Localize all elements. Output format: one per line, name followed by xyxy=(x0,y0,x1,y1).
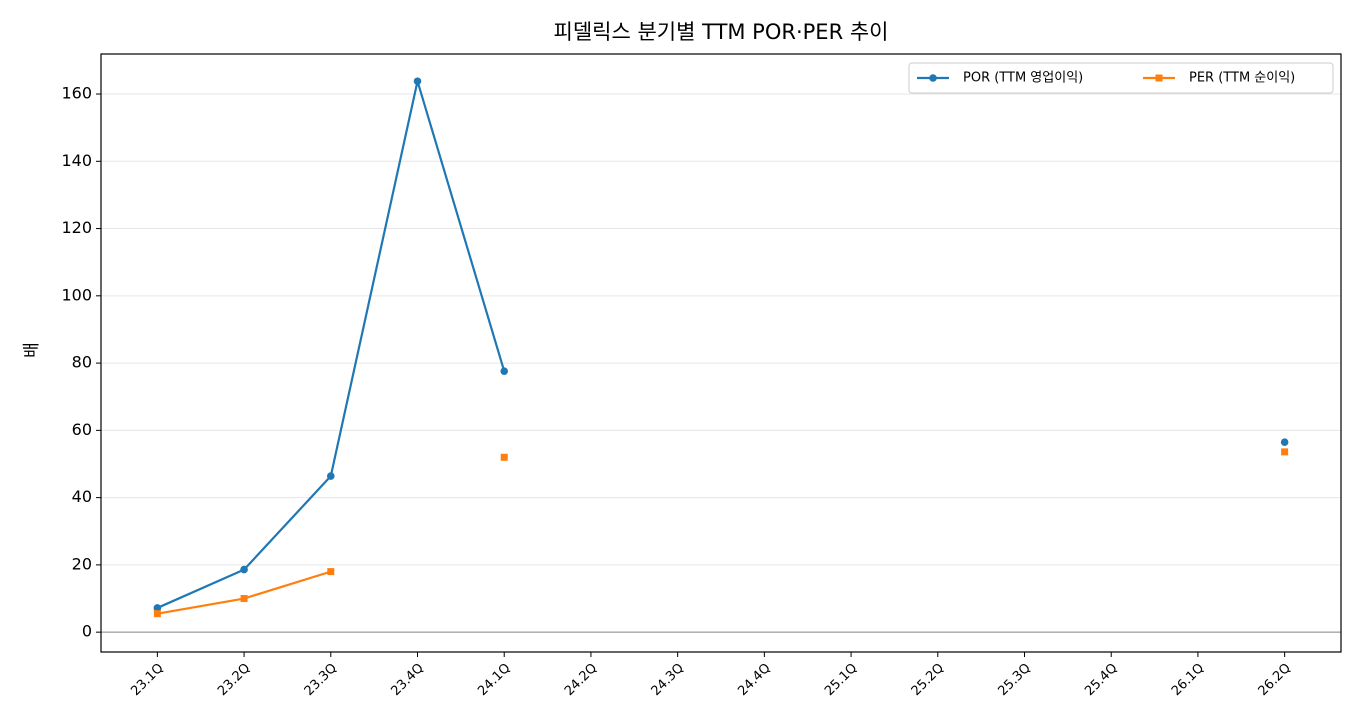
legend-label: POR (TTM 영업이익) xyxy=(963,71,1083,86)
chart-title: 피델릭스 분기별 TTM POR·PER 추이 xyxy=(554,20,889,44)
legend-label: PER (TTM 순이익) xyxy=(1189,71,1295,86)
data-point xyxy=(1281,448,1289,456)
data-point xyxy=(240,595,248,603)
data-point xyxy=(500,367,509,375)
marker xyxy=(1155,74,1163,82)
y-tick-label: 100 xyxy=(61,285,92,304)
data-point xyxy=(326,472,335,480)
legend: POR (TTM 영업이익) PER (TTM 순이익) xyxy=(908,62,1334,94)
y-tick-label: 80 xyxy=(72,353,92,372)
marker xyxy=(929,74,937,82)
legend-box xyxy=(908,62,1334,94)
y-tick-label: 120 xyxy=(61,218,92,237)
data-point xyxy=(500,453,508,461)
data-point xyxy=(153,610,161,618)
y-tick-label: 140 xyxy=(61,151,92,170)
y-tick-label: 20 xyxy=(72,554,92,573)
y-tick-label: 160 xyxy=(61,84,92,103)
y-tick-label: 40 xyxy=(72,487,92,506)
plot-frame xyxy=(100,53,1342,653)
data-point xyxy=(327,568,335,576)
data-point xyxy=(413,77,422,86)
y-axis-label: 배 xyxy=(22,342,42,358)
y-tick-label: 0 xyxy=(82,622,92,641)
data-point xyxy=(153,604,162,612)
data-point xyxy=(1280,438,1289,446)
y-tick-label: 60 xyxy=(72,420,92,439)
data-point xyxy=(240,565,248,574)
